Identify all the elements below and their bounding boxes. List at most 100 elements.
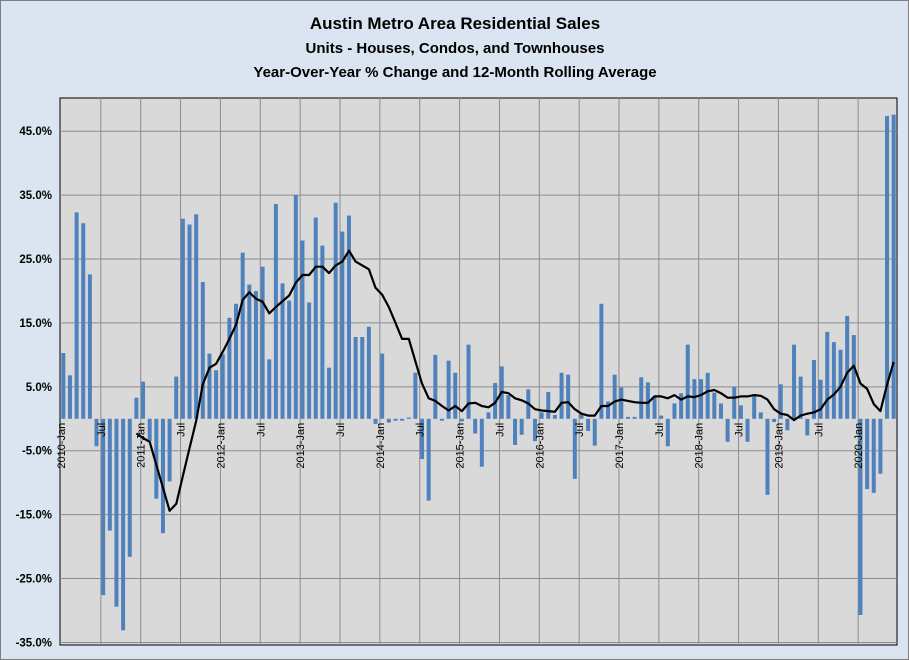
bar [174, 376, 179, 419]
bar [280, 283, 285, 419]
bar [632, 416, 637, 419]
bar [420, 418, 425, 460]
bar [400, 418, 405, 421]
bar [406, 417, 411, 419]
bar [366, 326, 371, 419]
bar [393, 418, 398, 421]
bar [572, 418, 577, 479]
bar [446, 360, 451, 419]
y-axis: 45.0% 35.0% 25.0% 15.0% 5.0% -5.0% -15.0% -25.0… [16, 126, 52, 649]
x-tick-label: Jul [734, 423, 746, 437]
bar [293, 195, 298, 419]
bar [247, 284, 252, 419]
bar [878, 418, 883, 474]
y-tick-label: -35.0% [16, 637, 52, 649]
bar [725, 418, 730, 442]
chart-title: Austin Metro Area Residential Sales [310, 14, 600, 33]
bar [134, 397, 139, 419]
bar [127, 418, 132, 557]
bar [752, 395, 757, 419]
bar [300, 240, 305, 419]
y-tick-label: 45.0% [19, 126, 52, 138]
y-tick-label: 15.0% [19, 318, 52, 330]
x-tick-label: Jul [574, 423, 586, 437]
bar [207, 353, 212, 419]
bar [346, 215, 351, 419]
rolling-average-line [135, 249, 895, 512]
x-tick-label: 2012-Jan [215, 423, 227, 469]
bar [712, 392, 717, 419]
bar [506, 395, 511, 419]
bar [466, 344, 471, 419]
bar [513, 418, 518, 445]
bar [579, 413, 584, 419]
bar [433, 354, 438, 419]
bar [353, 336, 358, 419]
chart-subtitle-1: Units - Houses, Condos, and Townhouses [306, 40, 605, 57]
y-tick-label: -5.0% [22, 446, 52, 458]
bar [267, 359, 272, 419]
bar [685, 344, 690, 419]
bar [772, 418, 777, 422]
bar [214, 370, 219, 419]
bar [559, 372, 564, 419]
bar [519, 418, 524, 435]
bar [67, 375, 72, 419]
x-tick-label: Jul [415, 423, 427, 437]
bar [625, 416, 630, 419]
bar [665, 418, 670, 447]
bar [147, 418, 152, 442]
x-tick-label: 2019-Jan [773, 423, 785, 469]
bar [639, 377, 644, 419]
bar [154, 418, 159, 499]
bar [180, 218, 185, 419]
bar [426, 418, 431, 501]
bar [74, 212, 79, 419]
bar [612, 374, 617, 419]
x-tick-label: Jul [255, 423, 267, 437]
bar [672, 403, 677, 419]
x-tick-label: 2010-Jan [56, 423, 68, 469]
bar [333, 202, 338, 419]
bar [200, 282, 205, 419]
x-tick-label: Jul [335, 423, 347, 437]
bar [831, 342, 836, 419]
bar [61, 352, 66, 419]
y-tick-label: -25.0% [16, 574, 52, 586]
chart-subtitle-2: Year-Over-Year % Change and 12-Month Rol… [253, 64, 656, 81]
bar [360, 336, 365, 419]
bar [121, 418, 126, 631]
bar [220, 354, 225, 419]
bar [825, 331, 830, 419]
bar [101, 418, 106, 596]
bar [778, 384, 783, 419]
bar [692, 379, 697, 419]
bar [785, 418, 790, 431]
bar [373, 418, 378, 424]
bar [81, 223, 86, 419]
bar [885, 115, 890, 419]
bar [240, 252, 245, 419]
bar-series [61, 114, 896, 631]
y-tick-label: 35.0% [19, 190, 52, 202]
bar [546, 391, 551, 419]
bar [141, 381, 146, 419]
bar [606, 401, 611, 419]
bar [871, 418, 876, 493]
bar [320, 245, 325, 419]
x-tick-label: Jul [813, 423, 825, 437]
x-axis: 2010-Jan Jul 2011-Jan Jul 2012-Jan Jul 2013-Ja… [56, 423, 865, 469]
bar [652, 396, 657, 419]
bar [645, 382, 650, 419]
x-tick-label: 2018-Jan [694, 423, 706, 469]
bar [699, 379, 704, 419]
bar [566, 374, 571, 419]
x-tick-label: Jul [494, 423, 506, 437]
bar [792, 344, 797, 419]
bar [745, 418, 750, 442]
gridlines [60, 98, 897, 645]
x-tick-label: 2014-Jan [375, 423, 387, 469]
x-tick-label: 2016-Jan [534, 423, 546, 469]
x-tick-label: Jul [96, 423, 108, 437]
